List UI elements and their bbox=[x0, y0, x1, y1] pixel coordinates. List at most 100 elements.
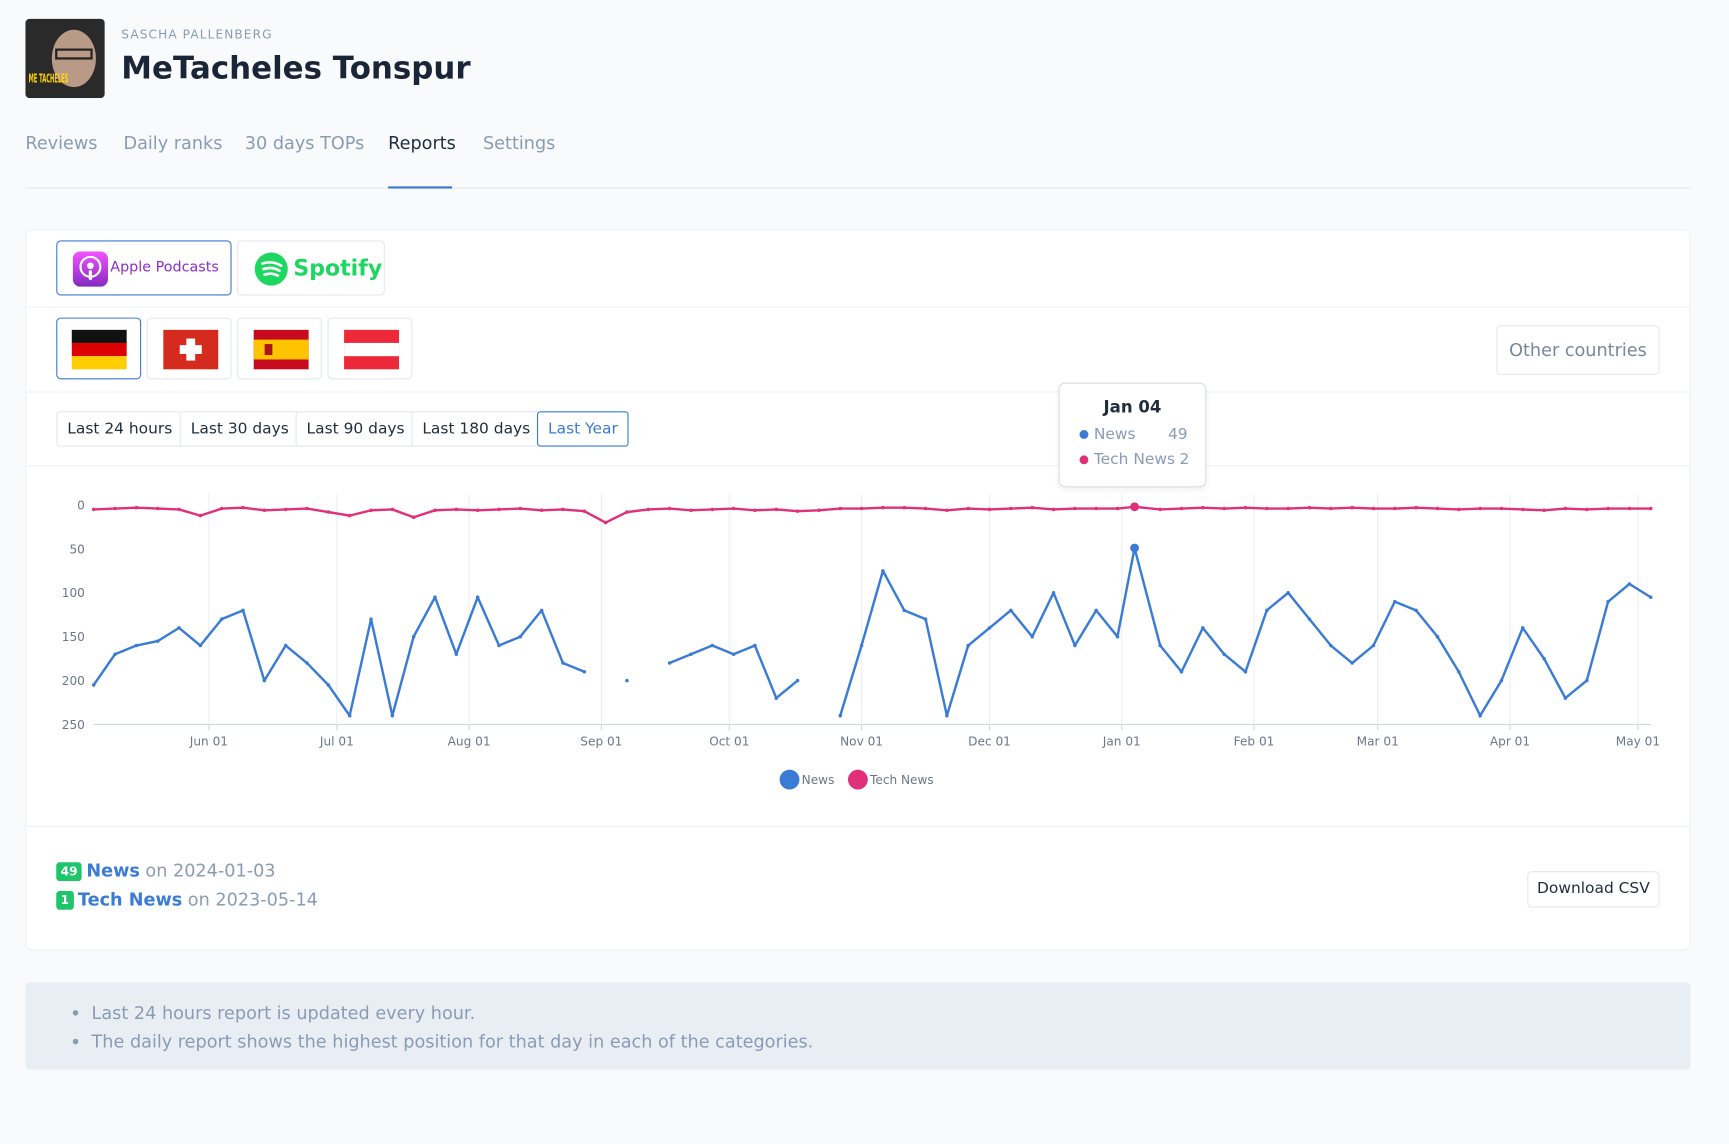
point bbox=[1265, 506, 1269, 511]
point bbox=[710, 507, 715, 512]
y-tick-label: 250 bbox=[62, 718, 85, 732]
flag-de[interactable] bbox=[56, 317, 142, 380]
point bbox=[1350, 661, 1354, 665]
note: Last 24 hours report is updated every ho… bbox=[92, 999, 1691, 1028]
range-button[interactable]: Last 90 days bbox=[295, 411, 416, 447]
other-countries-button[interactable]: Other countries bbox=[1496, 325, 1660, 375]
tab[interactable]: Daily ranks bbox=[123, 132, 223, 154]
point bbox=[1222, 506, 1226, 511]
legend-label: Tech News bbox=[869, 773, 934, 787]
platform-label: Spotify bbox=[293, 254, 383, 282]
point bbox=[1393, 506, 1397, 511]
point bbox=[667, 661, 672, 665]
point bbox=[1371, 506, 1376, 511]
download-csv-button[interactable]: Download CSV bbox=[1527, 871, 1660, 908]
point bbox=[1606, 506, 1610, 511]
tooltip-name: News bbox=[1093, 425, 1136, 444]
apple-podcasts-button[interactable]: Apple Podcasts bbox=[56, 240, 232, 296]
point bbox=[518, 634, 523, 639]
rank-badge: 49 bbox=[56, 862, 82, 882]
point bbox=[945, 508, 949, 513]
category-name: News bbox=[86, 860, 140, 882]
tooltip-name: Tech News bbox=[1093, 451, 1176, 469]
tooltip-title: Jan 04 bbox=[1103, 396, 1162, 417]
range-button[interactable]: Last Year bbox=[537, 411, 629, 447]
point bbox=[177, 626, 181, 630]
point bbox=[454, 507, 459, 512]
point bbox=[326, 683, 331, 687]
point bbox=[838, 713, 843, 718]
x-tick-label: Sep 01 bbox=[580, 734, 622, 748]
point bbox=[1648, 595, 1653, 599]
point bbox=[1414, 505, 1418, 510]
spotify-button[interactable]: Spotify bbox=[237, 240, 385, 296]
point bbox=[731, 506, 736, 511]
tab[interactable]: 30 days TOPs bbox=[244, 132, 365, 154]
point bbox=[1371, 643, 1376, 648]
point bbox=[1307, 617, 1312, 621]
summary-date: on 2023-05-14 bbox=[187, 888, 318, 910]
point bbox=[347, 713, 352, 718]
point bbox=[753, 508, 757, 513]
point bbox=[305, 661, 309, 665]
spotify-icon bbox=[254, 252, 288, 286]
tab[interactable]: Settings bbox=[482, 132, 556, 154]
point bbox=[838, 506, 843, 511]
summary-date: on 2024-01-03 bbox=[145, 860, 276, 882]
point bbox=[454, 652, 459, 657]
point bbox=[347, 513, 352, 518]
point bbox=[1030, 505, 1034, 510]
point bbox=[795, 509, 800, 513]
point bbox=[1265, 608, 1269, 613]
divider bbox=[26, 391, 1690, 393]
flag-at[interactable] bbox=[327, 317, 413, 380]
point bbox=[155, 639, 160, 643]
point bbox=[945, 713, 949, 718]
tooltip-value: 49 bbox=[1167, 425, 1188, 444]
point bbox=[1115, 506, 1120, 511]
point bbox=[923, 506, 928, 511]
point bbox=[881, 505, 885, 510]
divider bbox=[26, 465, 1690, 467]
x-tick-label: Dec 01 bbox=[968, 734, 1011, 748]
point bbox=[817, 508, 821, 513]
point bbox=[241, 505, 245, 510]
point bbox=[881, 569, 885, 573]
point bbox=[1130, 543, 1139, 553]
y-tick-label: 0 bbox=[77, 498, 85, 512]
point bbox=[497, 643, 501, 648]
point bbox=[1094, 608, 1098, 613]
point bbox=[667, 506, 672, 511]
notes-box: Last 24 hours report is updated every ho… bbox=[25, 982, 1691, 1070]
title: MeTacheles Tonspur bbox=[121, 49, 471, 87]
summary: 49 News on 2024-01-03 1 Tech News on 2023-05-… bbox=[56, 860, 318, 917]
flag-es[interactable] bbox=[237, 317, 322, 380]
point bbox=[1073, 643, 1077, 648]
flag-ch[interactable] bbox=[146, 317, 232, 380]
point bbox=[795, 678, 800, 683]
summary-row: 49 News on 2024-01-03 bbox=[56, 860, 318, 889]
range-button[interactable]: Last 180 days bbox=[411, 411, 542, 447]
point bbox=[1243, 505, 1248, 510]
point bbox=[1457, 507, 1461, 512]
range-button[interactable]: Last 24 hours bbox=[56, 411, 184, 447]
point bbox=[1478, 713, 1482, 718]
point bbox=[1009, 506, 1013, 511]
point bbox=[241, 608, 245, 613]
range-button[interactable]: Last 30 days bbox=[179, 411, 300, 447]
point bbox=[582, 509, 587, 513]
point bbox=[1521, 626, 1525, 630]
point bbox=[689, 508, 693, 513]
x-tick-label: Apr 01 bbox=[1490, 734, 1530, 748]
tab[interactable]: Reports bbox=[388, 132, 456, 154]
point bbox=[1435, 506, 1440, 511]
point bbox=[411, 634, 416, 639]
point bbox=[753, 643, 757, 648]
tab[interactable]: Reviews bbox=[25, 132, 98, 154]
point bbox=[1542, 508, 1546, 513]
point bbox=[731, 652, 736, 657]
x-tick-label: Feb 01 bbox=[1234, 734, 1275, 748]
point bbox=[134, 643, 139, 648]
legend-label: News bbox=[802, 773, 835, 787]
point bbox=[987, 626, 992, 630]
